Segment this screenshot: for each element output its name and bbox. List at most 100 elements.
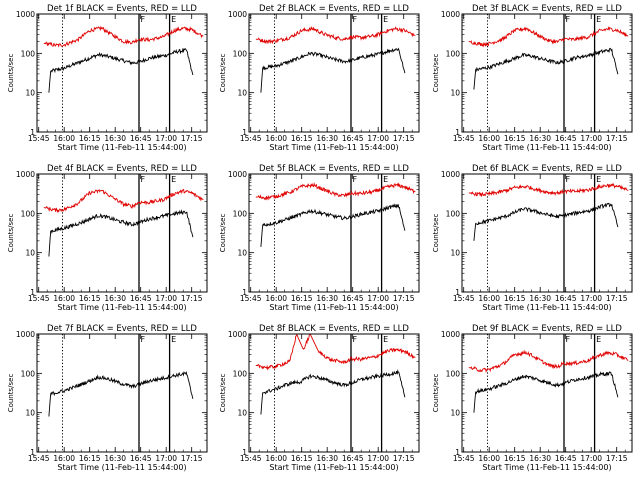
series-red	[468, 26, 629, 48]
plot-frame	[36, 333, 208, 453]
marker-label: E	[596, 335, 601, 344]
y-axis-label: Counts/sec	[219, 374, 227, 413]
marker-label: F	[566, 15, 571, 24]
x-tick-label: 16:45	[555, 294, 577, 303]
detector-panel-2: Det 2f BLACK = Events, RED = LLD Counts/s…	[219, 4, 420, 152]
x-tick-label: 15:45	[453, 454, 475, 463]
detector-panel-1: Det 1f BLACK = Events, RED = LLD Counts/s…	[7, 4, 208, 152]
y-tick-label: 1000	[441, 170, 460, 179]
x-tick-label: 16:00	[478, 294, 500, 303]
x-tick-label: 15:45	[240, 294, 262, 303]
y-tick-label: 100	[233, 369, 248, 378]
panel-title: Det 9f BLACK = Events, RED = LLD	[472, 324, 622, 334]
series-black	[48, 209, 194, 257]
series-black	[48, 370, 194, 417]
x-tick-label: 16:45	[342, 454, 364, 463]
y-tick-label: 1000	[16, 10, 35, 19]
series-black	[48, 47, 194, 93]
x-tick-label: 16:00	[53, 454, 75, 463]
y-tick-label: 100	[446, 209, 461, 218]
y-axis-label: Counts/sec	[7, 214, 15, 253]
y-tick-label: 1000	[441, 330, 460, 339]
x-tick-label: 16:45	[555, 134, 577, 143]
marker-label: F	[566, 175, 571, 184]
marker-label: E	[171, 175, 176, 184]
y-tick-label: 1	[455, 288, 460, 297]
x-tick-label: 17:15	[181, 454, 203, 463]
y-tick-label: 100	[233, 209, 248, 218]
plot-frame	[36, 13, 208, 133]
detector-panel-3: Det 3f BLACK = Events, RED = LLD Counts/s…	[432, 4, 633, 152]
x-tick-label: 16:00	[478, 454, 500, 463]
x-axis-label: Start Time (11-Feb-11 15:44:00)	[269, 463, 398, 472]
y-tick-label: 1	[455, 128, 460, 137]
x-tick-label: 17:15	[606, 294, 628, 303]
x-axis-label: Start Time (11-Feb-11 15:44:00)	[57, 303, 186, 312]
marker-label: E	[596, 15, 601, 24]
x-tick-label: 16:30	[529, 454, 551, 463]
x-axis-label: Start Time (11-Feb-11 15:44:00)	[57, 463, 186, 472]
y-tick-label: 100	[21, 369, 36, 378]
x-tick-label: 16:15	[291, 134, 313, 143]
marker-label: F	[141, 175, 146, 184]
x-tick-label: 16:45	[130, 134, 152, 143]
x-tick-label: 16:30	[316, 294, 338, 303]
x-tick-label: 15:45	[453, 294, 475, 303]
x-tick-label: 17:00	[155, 294, 177, 303]
y-axis-label: Counts/sec	[219, 54, 227, 93]
x-tick-label: 15:45	[28, 454, 50, 463]
x-tick-label: 17:00	[580, 294, 602, 303]
x-tick-label: 16:30	[529, 134, 551, 143]
x-tick-label: 16:15	[79, 134, 101, 143]
x-tick-label: 17:15	[181, 134, 203, 143]
y-tick-label: 1000	[16, 170, 35, 179]
series-red	[43, 25, 204, 48]
x-tick-label: 16:45	[342, 294, 364, 303]
y-tick-label: 1	[30, 448, 35, 457]
panel-title: Det 3f BLACK = Events, RED = LLD	[472, 4, 622, 14]
plot-frame	[36, 173, 208, 293]
marker-label: F	[353, 175, 358, 184]
series-black	[473, 202, 619, 241]
y-tick-label: 100	[446, 49, 461, 58]
x-tick-label: 17:00	[155, 134, 177, 143]
marker-label: F	[141, 335, 146, 344]
y-tick-label: 10	[450, 249, 460, 258]
x-tick-label: 16:45	[130, 294, 152, 303]
x-tick-label: 16:00	[265, 134, 287, 143]
x-tick-label: 15:45	[240, 454, 262, 463]
x-tick-label: 17:00	[580, 454, 602, 463]
series-black	[260, 47, 406, 93]
x-axis-label: Start Time (11-Feb-11 15:44:00)	[57, 143, 186, 152]
y-tick-label: 10	[237, 409, 247, 418]
series-black	[260, 203, 406, 247]
y-tick-label: 100	[21, 209, 36, 218]
plot-frame	[248, 333, 420, 453]
x-tick-label: 16:15	[504, 454, 526, 463]
x-tick-label: 16:00	[53, 294, 75, 303]
y-tick-label: 1000	[228, 10, 247, 19]
y-tick-label: 1000	[16, 330, 35, 339]
x-tick-label: 16:15	[79, 294, 101, 303]
x-tick-label: 17:15	[181, 294, 203, 303]
x-axis-label: Start Time (11-Feb-11 15:44:00)	[269, 143, 398, 152]
y-tick-label: 10	[450, 409, 460, 418]
x-tick-label: 16:00	[53, 134, 75, 143]
y-tick-label: 100	[233, 49, 248, 58]
x-tick-label: 16:45	[342, 134, 364, 143]
x-tick-label: 17:00	[367, 454, 389, 463]
x-axis-label: Start Time (11-Feb-11 15:44:00)	[482, 463, 611, 472]
x-tick-label: 17:00	[367, 294, 389, 303]
y-tick-label: 10	[25, 89, 35, 98]
marker-label: F	[353, 335, 358, 344]
x-tick-label: 16:30	[104, 454, 126, 463]
y-tick-label: 10	[25, 249, 35, 258]
x-tick-label: 16:00	[478, 134, 500, 143]
x-tick-label: 17:15	[606, 134, 628, 143]
marker-label: E	[383, 335, 388, 344]
marker-label: E	[171, 15, 176, 24]
y-tick-label: 10	[237, 249, 247, 258]
x-tick-label: 16:15	[79, 454, 101, 463]
x-tick-label: 16:30	[104, 134, 126, 143]
